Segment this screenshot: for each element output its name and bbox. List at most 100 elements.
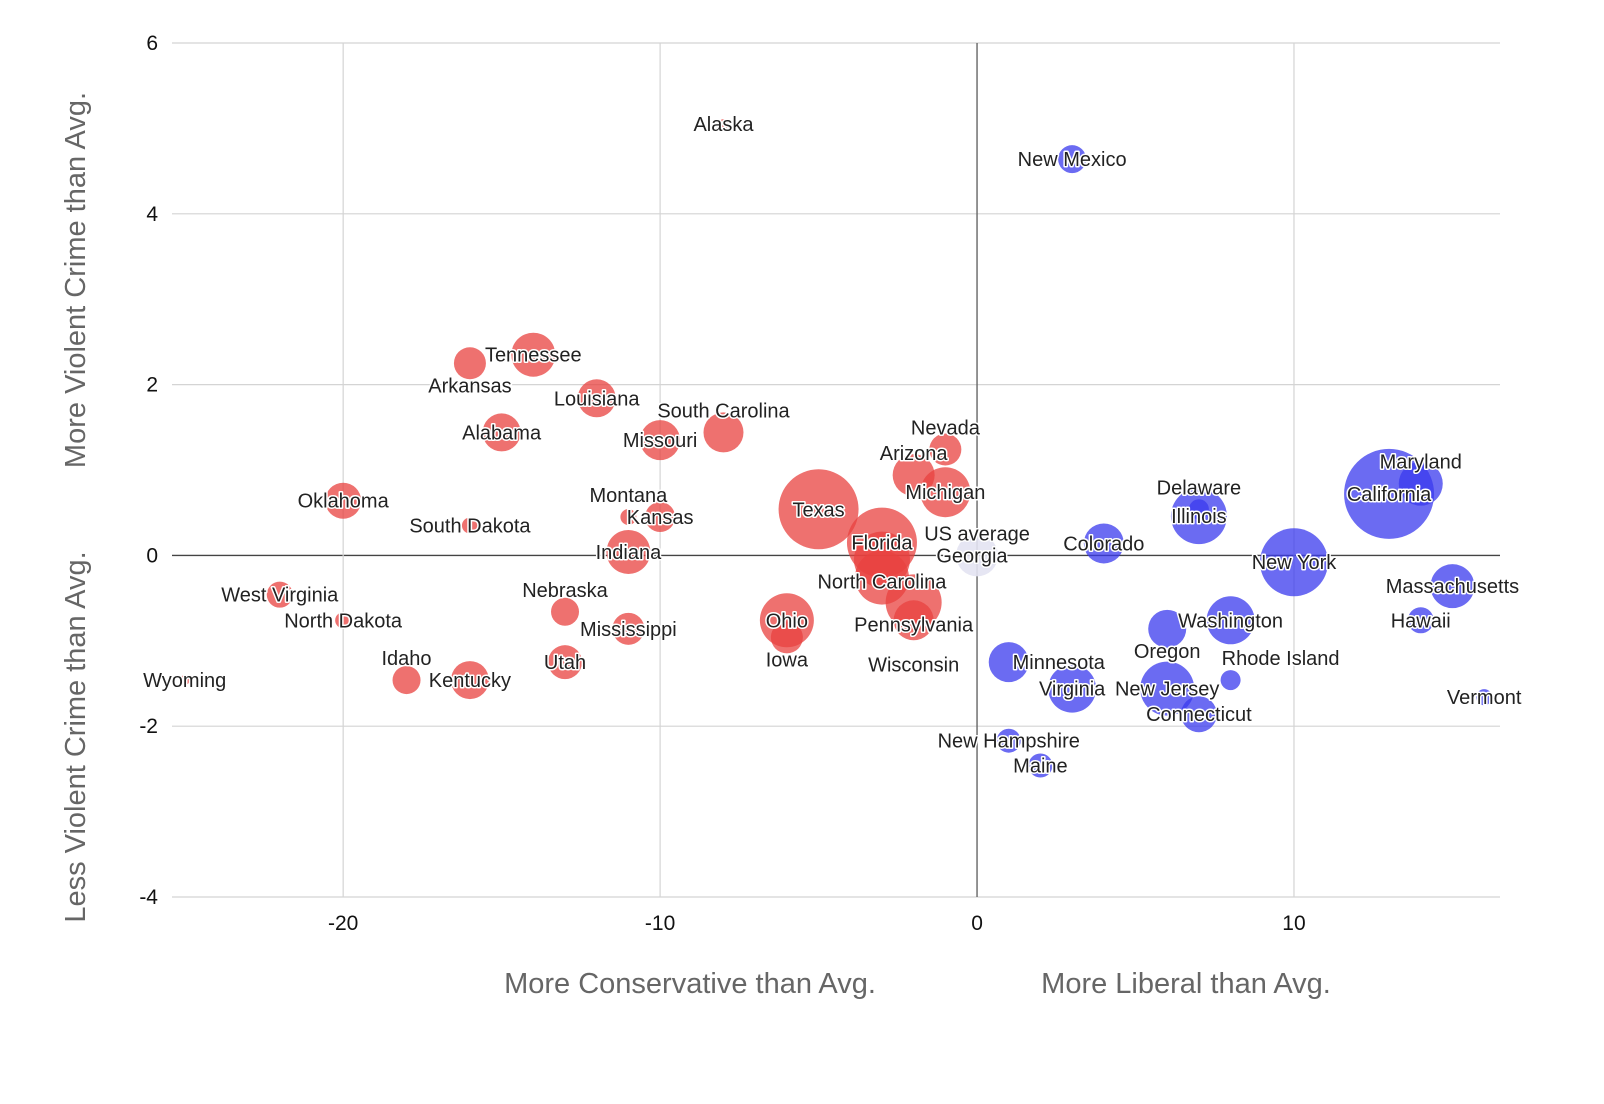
bubble-label: Colorado xyxy=(1063,533,1144,555)
bubble-label: Montana xyxy=(589,485,668,507)
y-tick-label: -2 xyxy=(139,715,158,738)
bubble-label: Nebraska xyxy=(522,580,608,602)
bubbles xyxy=(179,119,1493,778)
bubble xyxy=(1058,145,1087,174)
bubble xyxy=(1148,609,1187,648)
bubble xyxy=(511,332,556,377)
bubble-label: New Mexico xyxy=(1018,149,1127,171)
bubble-label: North Carolina xyxy=(817,572,947,594)
bubble-label: Arizona xyxy=(880,443,949,465)
bubble-label: New Jersey xyxy=(1115,679,1219,701)
bubble-label: Illinois xyxy=(1171,506,1227,528)
bubble-label: Virginia xyxy=(1039,679,1106,701)
bubble xyxy=(893,600,934,641)
bubble-label: Florida xyxy=(851,533,913,555)
bubble xyxy=(392,666,421,695)
bubble xyxy=(1188,499,1209,520)
bubble-label: Tennessee xyxy=(485,345,582,367)
bubble xyxy=(1430,564,1475,609)
bubble-label: Oregon xyxy=(1134,641,1201,663)
y-axis-title-bottom: Less Violent Crime than Avg. xyxy=(60,551,92,922)
bubble-label: Louisiana xyxy=(554,388,641,410)
bubble-label: New Hampshire xyxy=(938,731,1080,753)
bubble-label: Hawaii xyxy=(1391,610,1451,632)
bubble-label: Kansas xyxy=(627,507,694,529)
bubble xyxy=(612,612,645,645)
bubble-label: Nevada xyxy=(911,418,981,440)
bubble-label: Idaho xyxy=(382,648,432,670)
bubble xyxy=(1083,523,1124,564)
x-axis-title-left: More Conservative than Avg. xyxy=(504,968,876,1000)
bubble-label: Vermont xyxy=(1447,687,1522,709)
bubble-label: Georgia xyxy=(936,546,1008,568)
bubble xyxy=(1048,664,1097,713)
bubble xyxy=(1028,753,1053,778)
bubble xyxy=(1398,461,1443,506)
bubble xyxy=(988,642,1029,683)
bubble xyxy=(461,517,478,534)
bubble xyxy=(645,501,676,532)
x-tick-label: 0 xyxy=(971,912,983,935)
bubble xyxy=(1407,607,1434,634)
bubble-label: California xyxy=(1347,484,1432,506)
x-tick-label: 10 xyxy=(1282,912,1305,935)
bubble xyxy=(770,621,803,654)
bubble xyxy=(179,675,190,686)
bubble xyxy=(266,581,293,608)
bubble-label: Ohio xyxy=(766,610,808,632)
y-axis-title-top: More Violent Crime than Avg. xyxy=(60,92,92,468)
bubble xyxy=(1140,661,1195,716)
bubble xyxy=(703,412,744,453)
bubble-label: Arkansas xyxy=(428,375,511,397)
bubble xyxy=(325,482,362,519)
bubble xyxy=(718,119,729,130)
bubble xyxy=(577,379,616,418)
y-tick-label: 0 xyxy=(146,544,158,567)
bubble-label: Maryland xyxy=(1380,452,1462,474)
bubble-label: South Dakota xyxy=(409,516,531,538)
y-tick-label: 2 xyxy=(146,374,158,397)
bubble-label: Wyoming xyxy=(143,670,226,692)
bubble-label: Kentucky xyxy=(429,670,511,692)
bubble-label: Massachusetts xyxy=(1386,576,1519,598)
bubble-label: New York xyxy=(1252,552,1337,574)
bubble xyxy=(1476,689,1493,706)
bubble xyxy=(929,433,962,466)
bubble-label: Utah xyxy=(544,652,586,674)
bubble-label: Maine xyxy=(1013,755,1067,777)
bubble xyxy=(482,413,521,452)
x-tick-label: -20 xyxy=(328,912,358,935)
y-tick-label: 4 xyxy=(146,203,158,226)
bubble xyxy=(640,420,681,461)
bubble-label: Connecticut xyxy=(1146,704,1252,726)
bubble xyxy=(450,661,489,700)
y-tick-label: 6 xyxy=(146,32,158,55)
bubble-label: Michigan xyxy=(905,482,985,504)
bubble xyxy=(620,508,637,525)
y-tick-label: -4 xyxy=(139,886,158,909)
bubble-label: Washington xyxy=(1178,610,1283,632)
bubble-label: North Dakota xyxy=(284,610,403,632)
bubble xyxy=(1180,696,1217,733)
bubble-label: Iowa xyxy=(766,649,809,671)
bubble-label: Alaska xyxy=(693,114,754,136)
x-axis-title-right: More Liberal than Avg. xyxy=(1041,968,1331,1000)
bubble xyxy=(548,645,583,680)
x-tick-label: -10 xyxy=(645,912,675,935)
bubble xyxy=(1259,528,1328,597)
bubble xyxy=(1220,670,1241,691)
bubble-label: Mississippi xyxy=(580,619,677,641)
bubble xyxy=(778,469,859,550)
bubble-label: Indiana xyxy=(596,542,662,564)
bubble-label: Missouri xyxy=(623,430,697,452)
bubble-label: South Carolina xyxy=(657,400,790,422)
bubble xyxy=(453,347,486,380)
bubble-labels: California Texas Florida New York North Caro… xyxy=(142,113,1524,779)
bubble-label: Pennsylvania xyxy=(854,614,974,636)
bubble-label: West Virginia xyxy=(221,585,339,607)
bubble xyxy=(1206,596,1255,645)
bubble-label: Delaware xyxy=(1157,477,1241,499)
bubble xyxy=(920,467,971,518)
